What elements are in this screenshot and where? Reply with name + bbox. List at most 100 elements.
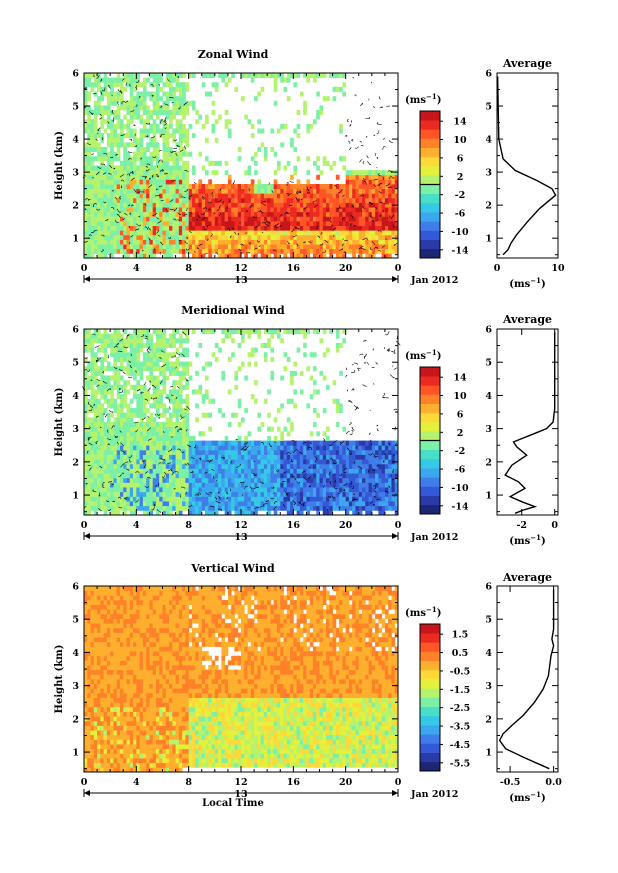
heatmap-cell: [178, 445, 183, 451]
heatmap-cell: [257, 468, 262, 474]
heatmap-cell: [172, 366, 176, 372]
heatmap-cell: [110, 174, 114, 180]
heatmap-cell: [316, 239, 320, 245]
contour-line: [374, 207, 378, 209]
heatmap-cell: [309, 211, 314, 217]
heatmap-cell: [87, 375, 91, 381]
heatmap-cell: [169, 110, 173, 116]
heatmap-cell: [293, 440, 297, 446]
heatmap-cell: [93, 352, 98, 358]
heatmap-cell: [388, 253, 392, 259]
heatmap-cell: [142, 408, 147, 414]
heatmap-cell: [319, 445, 324, 451]
heatmap-cell: [303, 234, 307, 240]
heatmap-cell: [283, 501, 288, 507]
heatmap-cell: [198, 384, 203, 390]
heatmap-cell: [106, 197, 111, 203]
heatmap-cell: [106, 454, 111, 460]
heatmap-cell: [224, 459, 229, 465]
heatmap-cell: [123, 477, 127, 483]
heatmap-cell: [312, 239, 317, 245]
heatmap-cell: [139, 225, 144, 231]
heatmap-cell: [375, 193, 379, 199]
heatmap-cell: [375, 170, 379, 176]
heatmap-cell: [139, 333, 144, 339]
heatmap-cell: [97, 100, 101, 106]
heatmap-cell: [185, 221, 190, 227]
heatmap-cell: [139, 473, 144, 479]
heatmap-cell: [119, 417, 124, 423]
heatmap-cell: [149, 216, 154, 222]
heatmap-cell: [113, 202, 118, 208]
heatmap-cell: [93, 501, 98, 507]
heatmap-cell: [290, 142, 294, 148]
heatmap-cell: [100, 174, 105, 180]
heatmap-cell: [335, 487, 340, 493]
contour-line: [129, 212, 132, 215]
contour-line: [96, 208, 101, 211]
heatmap-cell: [263, 184, 268, 190]
contour-line: [279, 225, 282, 227]
heatmap-cell: [322, 244, 327, 250]
heatmap-cell: [87, 426, 91, 432]
heatmap-cell: [263, 234, 268, 240]
heatmap-cell: [90, 119, 95, 125]
heatmap-cell: [129, 417, 134, 423]
heatmap-cell: [260, 234, 265, 240]
heatmap-cell: [182, 347, 186, 353]
heatmap-cell: [270, 473, 275, 479]
heatmap-cell: [335, 197, 340, 203]
heatmap-cell: [146, 496, 150, 502]
heatmap-cell: [113, 197, 118, 203]
heatmap-cell: [172, 477, 176, 483]
heatmap-cell: [299, 468, 304, 474]
heatmap-cell: [326, 454, 330, 460]
heatmap-cell: [339, 370, 343, 376]
heatmap-cell: [155, 491, 160, 497]
heatmap-cell: [241, 468, 245, 474]
heatmap-cell: [316, 248, 320, 254]
heatmap-cell: [87, 403, 91, 409]
heatmap-cell: [90, 211, 95, 217]
contour-line: [89, 111, 94, 115]
heatmap-cell: [371, 179, 376, 185]
heatmap-cell: [191, 473, 196, 479]
heatmap-cell: [139, 329, 144, 335]
heatmap-cell: [119, 473, 124, 479]
heatmap-cell: [119, 375, 124, 381]
heatmap-cell: [231, 211, 235, 217]
heatmap-cell: [322, 473, 327, 479]
heatmap-cell: [110, 202, 114, 208]
heatmap-cell: [250, 329, 255, 335]
heatmap-cell: [224, 73, 229, 79]
heatmap-cell: [165, 82, 170, 88]
heatmap-cell: [178, 501, 183, 507]
heatmap-cell: [152, 454, 157, 460]
heatmap-cell: [152, 221, 157, 227]
heatmap-cell: [371, 184, 376, 190]
heatmap-cell: [165, 184, 170, 190]
heatmap-cell: [119, 170, 124, 176]
heatmap-cell: [142, 119, 147, 125]
heatmap-cell: [218, 459, 222, 465]
heatmap-cell: [126, 151, 131, 157]
heatmap-cell: [142, 91, 147, 97]
heatmap-cell: [335, 230, 340, 236]
heatmap-cell: [142, 82, 147, 88]
heatmap-cell: [247, 468, 252, 474]
heatmap-cell: [139, 147, 144, 153]
heatmap-cell: [342, 188, 347, 194]
heatmap-cell: [309, 184, 314, 190]
heatmap-cell: [358, 188, 363, 194]
heatmap-cell: [342, 505, 347, 511]
heatmap-cell: [211, 160, 216, 166]
heatmap-cell: [335, 505, 340, 511]
heatmap-cell: [97, 329, 101, 335]
heatmap-cell: [329, 454, 333, 460]
heatmap-cell: [93, 239, 98, 245]
heatmap-cell: [119, 352, 124, 358]
heatmap-cell: [182, 352, 186, 358]
heatmap-cell: [159, 487, 163, 493]
heatmap-cell: [355, 216, 360, 222]
heatmap-cell: [384, 221, 389, 227]
